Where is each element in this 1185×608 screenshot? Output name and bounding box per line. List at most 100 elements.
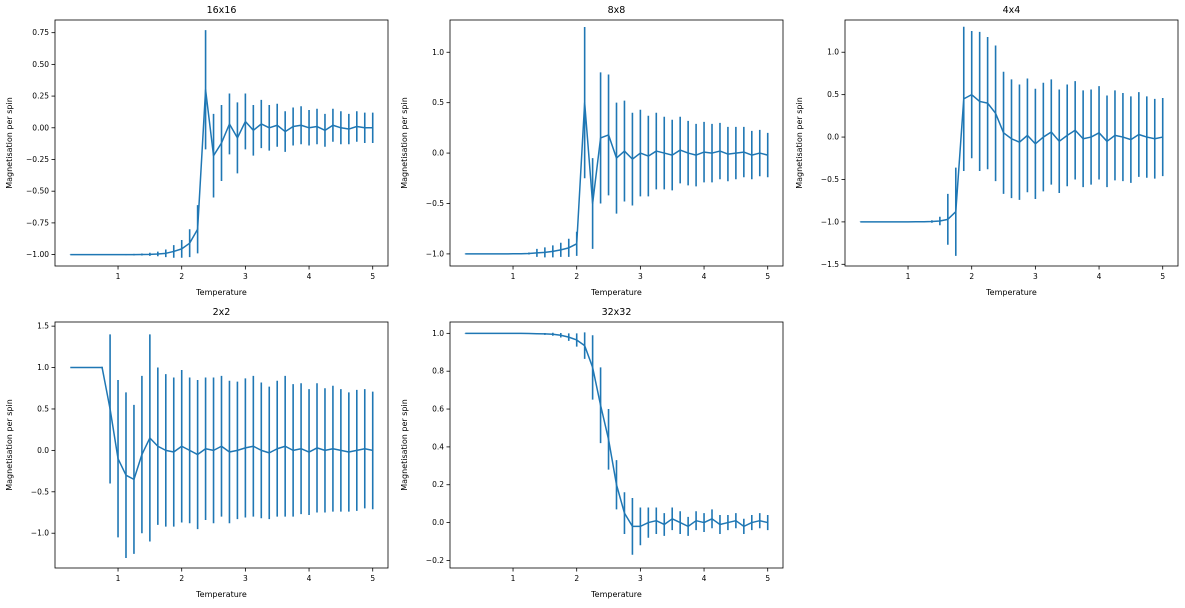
y-tick-label: −1.0 <box>821 217 839 226</box>
data-series-line <box>465 332 768 528</box>
x-tick-label: 1 <box>511 272 516 281</box>
subplot-title: 4x4 <box>1003 5 1021 16</box>
y-axis: −0.2 0.0 0.2 0.4 0.6 0.8 1.0 <box>426 329 450 565</box>
chart-16x16: 1 2 3 4 5 −1.00 −0.75 −0.50 −0.25 0.00 0.25 0.50 0.7… <box>5 5 389 297</box>
x-axis: 1 2 3 4 5 <box>116 568 375 583</box>
x-tick-label: 2 <box>574 272 579 281</box>
y-tick-label: −1.5 <box>821 260 839 269</box>
subplot-title: 32x32 <box>602 307 632 318</box>
x-axis-label: Temperature <box>985 288 1037 297</box>
y-tick-label: −1.0 <box>31 529 49 538</box>
y-tick-label: −0.5 <box>31 487 49 496</box>
x-tick-label: 4 <box>702 574 707 583</box>
y-axis: −1.0 −0.5 0.0 0.5 1.0 1.5 <box>31 322 55 538</box>
y-tick-label: 0.25 <box>32 92 49 101</box>
y-tick-label: −0.5 <box>821 175 839 184</box>
x-axis: 1 2 3 4 5 <box>906 266 1165 281</box>
data-series-line <box>70 366 373 481</box>
y-tick-label: 1.0 <box>827 48 839 57</box>
y-tick-label: 0.0 <box>827 133 839 142</box>
y-axis: −1.5 −1.0 −0.5 0.0 0.5 1.0 <box>821 48 845 269</box>
x-axis: 1 2 3 4 5 <box>511 568 770 583</box>
x-tick-label: 2 <box>179 272 184 281</box>
data-series-line <box>860 93 1163 223</box>
y-tick-label: −0.2 <box>426 556 444 565</box>
x-axis-label: Temperature <box>195 590 247 599</box>
subplot-cell: 1 2 3 4 5 −1.5 −1.0 −0.5 0.0 0.5 1.0 4x4 Temperature… <box>790 0 1185 302</box>
subplot-cell: 1 2 3 4 5 −1.0 −0.5 0.0 0.5 1.0 8x8 Temperature Magn… <box>395 0 790 302</box>
y-tick-label: 0.00 <box>32 123 49 132</box>
x-axis: 1 2 3 4 5 <box>511 266 770 281</box>
x-tick-label: 5 <box>370 272 375 281</box>
x-tick-label: 4 <box>1097 272 1102 281</box>
subplot-title: 16x16 <box>207 5 237 16</box>
y-axis-label: Magnetisation per spin <box>5 399 14 491</box>
y-tick-label: 1.0 <box>432 329 444 338</box>
y-axis-label: Magnetisation per spin <box>795 97 804 189</box>
y-axis: −1.00 −0.75 −0.50 −0.25 0.00 0.25 0.50 0.75 <box>26 28 55 259</box>
x-tick-label: 3 <box>1033 272 1038 281</box>
y-tick-label: −0.5 <box>426 199 444 208</box>
x-tick-label: 4 <box>307 272 312 281</box>
axes-spines <box>844 19 1179 267</box>
x-tick-label: 5 <box>1160 272 1165 281</box>
x-axis: 1 2 3 4 5 <box>116 266 375 281</box>
y-axis-label: Magnetisation per spin <box>400 97 409 189</box>
x-tick-label: 1 <box>116 272 121 281</box>
y-axis-label: Magnetisation per spin <box>5 97 14 189</box>
x-tick-label: 1 <box>906 272 911 281</box>
y-tick-label: 0.75 <box>32 28 49 37</box>
y-tick-label: 0.8 <box>432 367 444 376</box>
chart-8x8: 1 2 3 4 5 −1.0 −0.5 0.0 0.5 1.0 8x8 Temperature Magn… <box>400 5 784 297</box>
y-tick-label: −0.75 <box>26 218 49 227</box>
y-tick-label: 0.6 <box>432 405 444 414</box>
subplot-cell: 1 2 3 4 5 −0.2 0.0 0.2 0.4 0.6 0.8 1.0 32x32 Temperat… <box>395 302 790 604</box>
y-tick-label: −0.50 <box>26 187 49 196</box>
subplot-title: 2x2 <box>213 307 231 318</box>
y-tick-label: 0.0 <box>37 446 49 455</box>
x-tick-label: 5 <box>765 272 770 281</box>
axes-spines <box>54 19 389 267</box>
y-tick-label: 0.0 <box>432 149 444 158</box>
y-tick-label: 0.0 <box>432 518 444 527</box>
y-axis: −1.0 −0.5 0.0 0.5 1.0 <box>426 48 450 258</box>
error-bars <box>464 332 769 555</box>
y-tick-label: 0.5 <box>827 90 839 99</box>
x-axis-label: Temperature <box>590 590 642 599</box>
x-tick-label: 1 <box>116 574 121 583</box>
chart-32x32: 1 2 3 4 5 −0.2 0.0 0.2 0.4 0.6 0.8 1.0 32x32 Temperat… <box>400 307 784 599</box>
x-tick-label: 3 <box>638 272 643 281</box>
y-tick-label: −1.00 <box>26 250 49 259</box>
y-tick-label: 0.4 <box>432 442 444 451</box>
chart-2x2: 1 2 3 4 5 −1.0 −0.5 0.0 0.5 1.0 1.5 2x2 Temperature M… <box>5 307 389 599</box>
x-tick-label: 2 <box>969 272 974 281</box>
subplot-cell: 1 2 3 4 5 −1.0 −0.5 0.0 0.5 1.0 1.5 2x2 Temperature M… <box>0 302 395 604</box>
x-tick-label: 4 <box>702 272 707 281</box>
chart-4x4: 1 2 3 4 5 −1.5 −1.0 −0.5 0.0 0.5 1.0 4x4 Temperature… <box>795 5 1179 297</box>
subplot-cell: 1 2 3 4 5 −1.00 −0.75 −0.50 −0.25 0.00 0.25 0.50 0.7… <box>0 0 395 302</box>
x-tick-label: 2 <box>179 574 184 583</box>
axes-spines <box>449 19 784 267</box>
y-tick-label: 0.5 <box>37 404 49 413</box>
y-tick-label: 0.5 <box>432 98 444 107</box>
x-tick-label: 2 <box>574 574 579 583</box>
x-tick-label: 3 <box>638 574 643 583</box>
x-tick-label: 5 <box>370 574 375 583</box>
y-tick-label: −0.25 <box>26 155 49 164</box>
x-tick-label: 3 <box>243 272 248 281</box>
x-axis-label: Temperature <box>195 288 247 297</box>
axes-spines <box>54 321 389 569</box>
y-tick-label: 1.0 <box>37 363 49 372</box>
y-tick-label: 1.0 <box>432 48 444 57</box>
y-axis-label: Magnetisation per spin <box>400 399 409 491</box>
error-bars <box>464 27 769 258</box>
y-tick-label: 0.50 <box>32 60 49 69</box>
data-series-line <box>465 101 768 255</box>
y-tick-label: 1.5 <box>37 322 49 331</box>
x-axis-label: Temperature <box>590 288 642 297</box>
x-tick-label: 4 <box>307 574 312 583</box>
y-tick-label: −1.0 <box>426 249 444 258</box>
subplot-title: 8x8 <box>608 5 626 16</box>
y-tick-label: 0.2 <box>432 480 444 489</box>
